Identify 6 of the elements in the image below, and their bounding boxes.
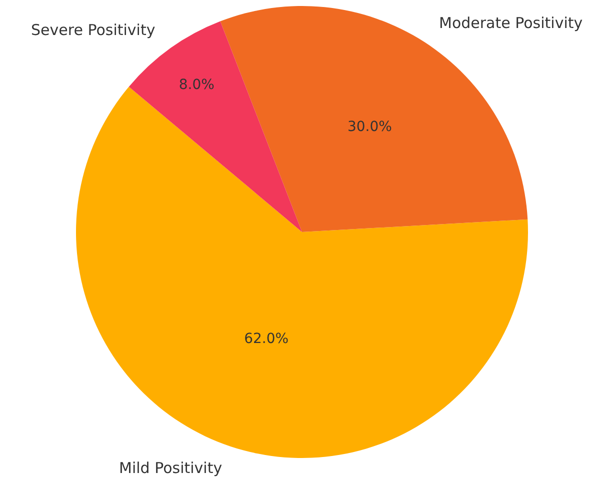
slice-label: Mild Positivity xyxy=(119,459,222,477)
data-label: 30.0% xyxy=(347,118,392,135)
data-label: 8.0% xyxy=(178,76,214,93)
slice-label: Moderate Positivity xyxy=(439,14,583,32)
data-label: 62.0% xyxy=(244,331,289,348)
slice-label: Severe Positivity xyxy=(31,21,156,39)
